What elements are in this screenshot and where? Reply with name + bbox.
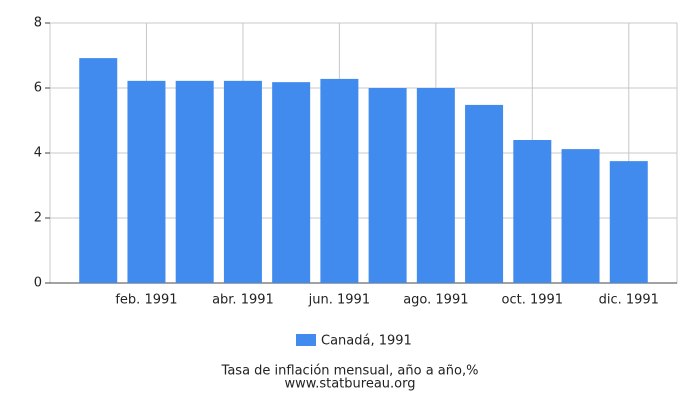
x-tick-label: ago. 1991	[403, 293, 468, 308]
bar	[320, 78, 359, 284]
bar	[368, 88, 407, 283]
x-tick-label: feb. 1991	[115, 293, 177, 308]
bar	[465, 104, 504, 284]
bar	[223, 80, 262, 283]
legend-label: Canadá, 1991	[321, 334, 412, 349]
x-tick-label: oct. 1991	[502, 293, 564, 308]
bar	[127, 80, 166, 283]
y-tick-label: 4	[34, 146, 42, 161]
bar	[561, 149, 600, 283]
y-tick-label: 8	[34, 16, 42, 31]
y-tick-label: 0	[34, 276, 42, 291]
chart-title: Tasa de inflación mensual, año a año,%	[221, 364, 479, 379]
bar	[175, 80, 214, 283]
bar	[609, 161, 648, 283]
legend-swatch	[296, 334, 316, 346]
x-tick-label: jun. 1991	[308, 293, 370, 308]
bar	[416, 88, 455, 283]
y-tick-label: 6	[34, 81, 42, 96]
y-tick-label: 2	[34, 211, 42, 226]
x-tick-label: dic. 1991	[599, 293, 659, 308]
x-tick-label: abr. 1991	[212, 293, 274, 308]
bar	[79, 58, 118, 283]
source: www.statbureau.org	[285, 377, 416, 392]
bar	[513, 140, 552, 283]
bar	[272, 82, 311, 284]
